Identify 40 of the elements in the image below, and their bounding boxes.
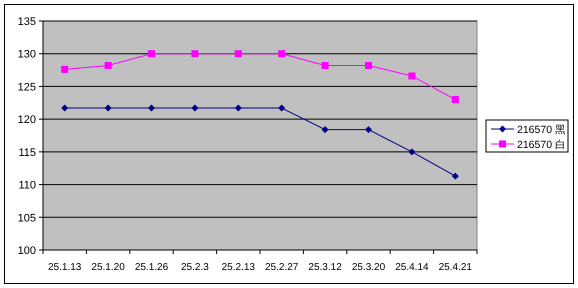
x-tick-label: 25.1.20 bbox=[91, 262, 126, 273]
point bbox=[61, 66, 68, 73]
point bbox=[234, 104, 242, 112]
x-tick-label: 25.4.14 bbox=[395, 262, 430, 273]
x-tick-label: 25.1.13 bbox=[48, 262, 82, 273]
point bbox=[365, 126, 372, 134]
y-tick-label: 125 bbox=[18, 81, 36, 94]
y-tick-label: 105 bbox=[18, 212, 36, 224]
point bbox=[148, 50, 155, 58]
point bbox=[408, 148, 416, 156]
y-tick-label: 100 bbox=[18, 245, 36, 257]
legend-label: 216570 白 bbox=[517, 139, 566, 151]
x-tick-label: 25.4.21 bbox=[438, 262, 472, 273]
point bbox=[322, 62, 329, 69]
y-tick-label: 135 bbox=[18, 16, 36, 28]
x-tick-label: 25.2.13 bbox=[222, 262, 256, 273]
point bbox=[408, 72, 416, 80]
x-tick-label: 25.3.20 bbox=[352, 262, 386, 273]
point bbox=[148, 104, 155, 112]
x-tick-label: 25.2.3 bbox=[180, 262, 210, 273]
point bbox=[278, 104, 286, 112]
point bbox=[365, 62, 372, 69]
x-tick-label: 25.1.26 bbox=[134, 262, 169, 273]
x-tick-label: 25.3.12 bbox=[308, 262, 342, 273]
point bbox=[452, 172, 459, 180]
y-tick-label: 120 bbox=[18, 114, 36, 126]
point bbox=[322, 126, 329, 134]
point bbox=[104, 62, 112, 69]
point bbox=[191, 50, 198, 58]
y-tick-label: 115 bbox=[18, 146, 36, 159]
point bbox=[61, 104, 68, 112]
point bbox=[104, 104, 112, 112]
x-tick-label: 25.2.27 bbox=[265, 262, 299, 273]
point bbox=[191, 104, 198, 112]
legend-label: 216570 黑 bbox=[517, 124, 566, 136]
y-tick-label: 110 bbox=[18, 180, 36, 192]
y-tick-label: 130 bbox=[18, 48, 36, 61]
point bbox=[234, 50, 242, 58]
point bbox=[278, 50, 286, 58]
point bbox=[452, 96, 459, 104]
